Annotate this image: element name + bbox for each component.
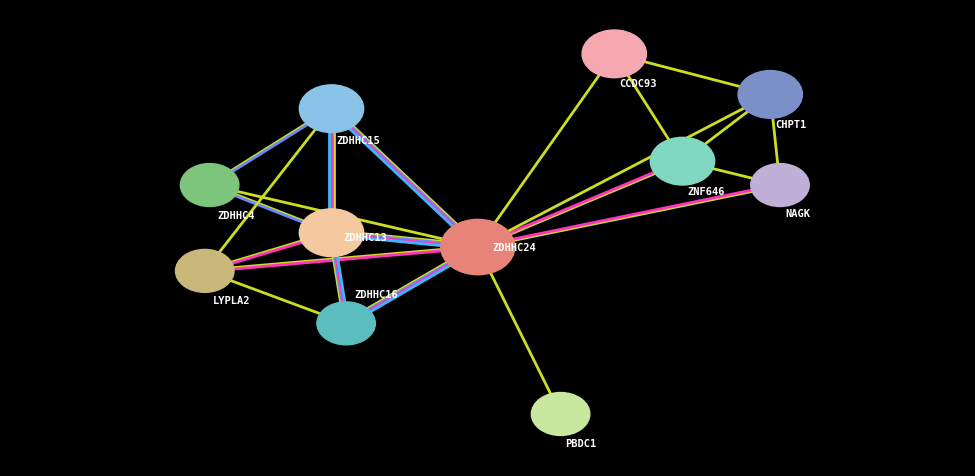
Ellipse shape bbox=[317, 302, 375, 345]
Text: ZNF646: ZNF646 bbox=[687, 187, 724, 196]
Ellipse shape bbox=[531, 393, 590, 436]
Ellipse shape bbox=[180, 164, 239, 207]
Text: ZDHHC24: ZDHHC24 bbox=[492, 243, 536, 252]
Text: ZDHHC4: ZDHHC4 bbox=[217, 210, 254, 220]
Ellipse shape bbox=[751, 164, 809, 207]
Ellipse shape bbox=[441, 220, 515, 275]
Ellipse shape bbox=[299, 86, 364, 133]
Text: LYPLA2: LYPLA2 bbox=[213, 296, 250, 306]
Text: CCDC93: CCDC93 bbox=[619, 79, 656, 89]
Text: PBDC1: PBDC1 bbox=[566, 438, 597, 447]
Text: CHPT1: CHPT1 bbox=[775, 120, 806, 129]
Ellipse shape bbox=[176, 250, 234, 293]
Ellipse shape bbox=[650, 138, 715, 186]
Text: ZDHHC16: ZDHHC16 bbox=[354, 289, 398, 299]
Text: ZDHHC13: ZDHHC13 bbox=[343, 233, 387, 243]
Ellipse shape bbox=[299, 209, 364, 257]
Ellipse shape bbox=[738, 71, 802, 119]
Text: NAGK: NAGK bbox=[785, 208, 810, 218]
Text: ZDHHC15: ZDHHC15 bbox=[336, 136, 380, 145]
Ellipse shape bbox=[582, 31, 646, 79]
